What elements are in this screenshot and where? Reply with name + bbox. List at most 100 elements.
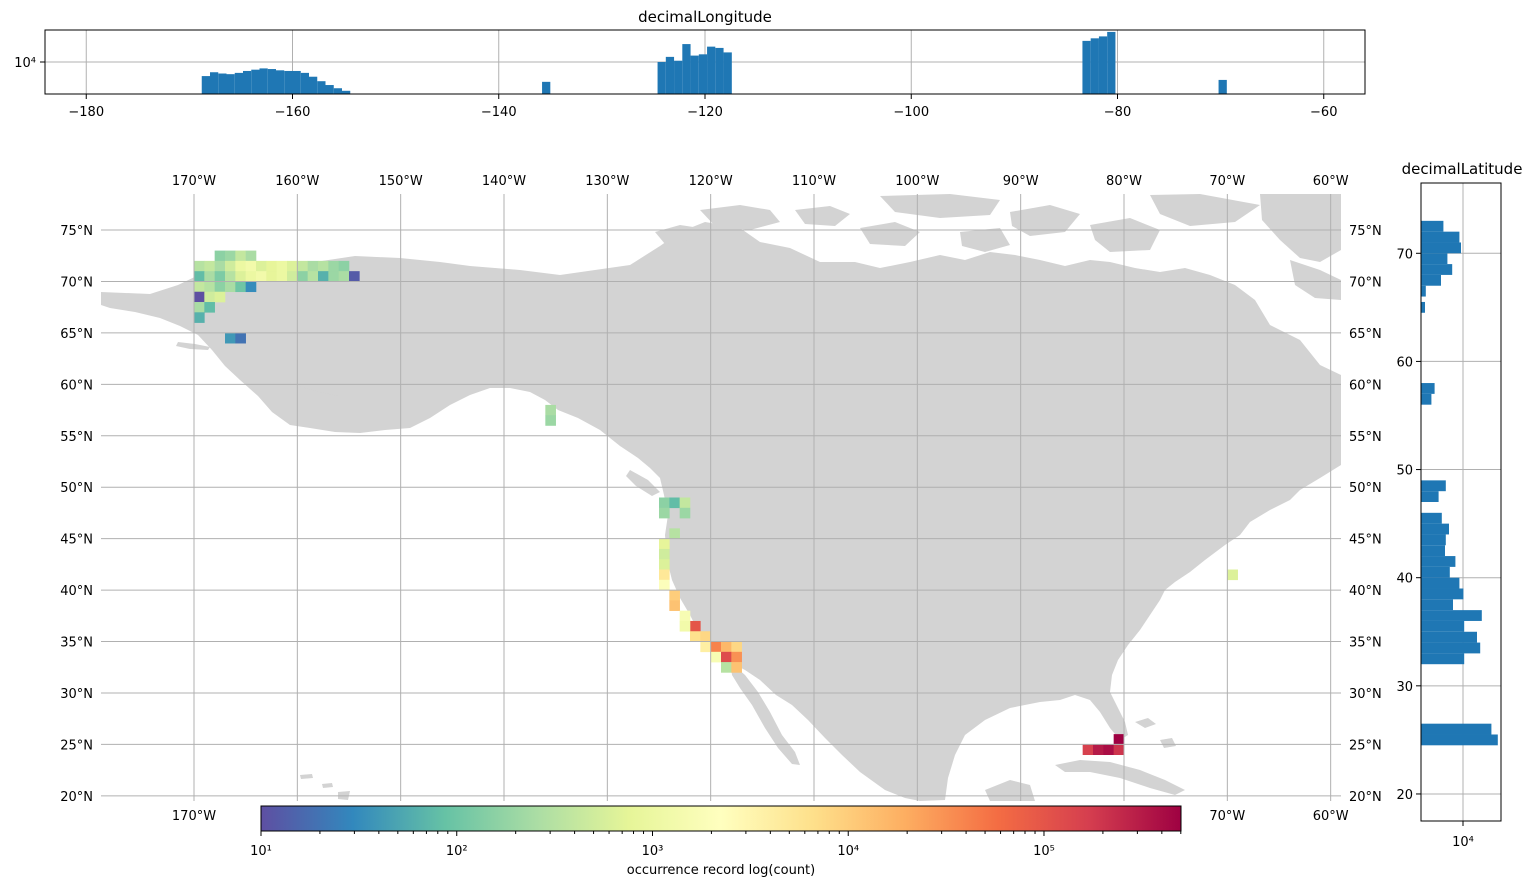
heatmap-cell [349,271,360,282]
colorbar-tick-label: 10⁵ [1033,844,1055,859]
heatmap-cell [204,271,215,282]
latitude-bar [1421,599,1453,611]
heatmap-cell [245,271,257,282]
heatmap-cell [214,281,226,293]
longitude-bar [309,76,318,94]
heatmap-cell [659,538,670,550]
longitude-bar [542,81,551,94]
map-gridlines [101,194,1341,801]
heatmap-cell [338,260,350,272]
longitude-bar [690,55,699,94]
heatmap-cell [194,302,205,313]
latitude-histogram-bars [1421,220,1498,746]
heatmap-cell [659,497,670,509]
heatmap-cell [669,590,680,601]
heatmap-cell [318,271,329,282]
longitude-bar [682,44,691,94]
map-lon-label-bottom: 60°W [1313,809,1349,824]
land-alaska-peninsula [240,372,380,410]
latitude-ytick-label: 50 [1396,464,1413,479]
map-lat-label-left: 20°N [60,790,93,805]
map-lon-label-top: 70°W [1209,174,1245,189]
longitude-bar [698,54,708,94]
heatmap-cell [194,312,205,323]
heatmap-cell [721,662,732,673]
map-lat-label-right: 45°N [1349,533,1382,548]
heatmap-cell [214,291,226,303]
map-lon-label-top: 160°W [275,174,319,189]
heatmap-cell [194,291,205,303]
latitude-bar [1421,631,1477,643]
heatmap-cell [266,271,277,282]
land-arctic-archipelago [655,194,1341,262]
latitude-bar [1421,653,1465,665]
land-aleutian-islands [176,342,236,358]
longitude-bar [674,60,683,94]
heatmap-cell [659,569,670,581]
heatmap-cell [338,271,350,282]
map-lat-label-right: 20°N [1349,790,1382,805]
colorbar-ticks: 10¹ 10² 10³ 10⁴ 10⁵ [250,831,1182,859]
heatmap-cell [690,620,701,632]
land-bahamas [1135,718,1176,748]
longitude-bar [657,62,666,94]
map-lat-label-left: 45°N [60,533,93,548]
heatmap-cell [287,260,298,272]
longitude-bar [284,70,293,94]
heatmap-cell [235,271,246,282]
heatmap-cell [1093,744,1104,756]
map-lat-label-right: 65°N [1349,327,1382,342]
latitude-ytick-label: 20 [1396,788,1413,803]
heatmap-cell [731,641,742,653]
map-lon-label-top: 150°W [379,174,423,189]
longitude-bar [1107,31,1116,95]
land-layer [101,194,1341,801]
latitude-bar [1421,274,1441,286]
heatmap-cell [297,271,308,282]
latitude-bar [1421,556,1456,567]
map-lat-label-right: 55°N [1349,430,1382,445]
heatmap-cell [700,631,711,642]
longitude-bar [1082,40,1091,94]
occurrence-map: 170°W 170°W 160°W 150°W 140°W 130°W 120°W 110°W… [60,174,1382,824]
land-greenland-edge [1290,260,1341,300]
map-lat-label-left: 25°N [60,738,93,753]
longitude-histogram-ytick-label: 10⁴ [14,56,36,71]
latitude-bar [1421,734,1498,746]
map-tick-labels: 170°W 170°W 160°W 150°W 140°W 130°W 120°W 110°W… [60,174,1382,824]
colorbar-tick-label: 10¹ [250,844,272,859]
heatmap-cells [194,250,1238,756]
heatmap-cell [669,497,680,509]
longitude-bar [665,56,675,94]
longitude-xtick-label: −160 [275,105,311,120]
longitude-histogram-bars [201,31,1227,95]
longitude-bar [201,76,210,94]
heatmap-cell [235,260,246,272]
latitude-bar [1421,480,1446,492]
heatmap-cell [235,281,246,293]
longitude-xtick-label: −140 [481,105,517,120]
map-lat-label-right: 60°N [1349,378,1382,393]
latitude-bar [1421,545,1445,557]
heatmap-cell [328,271,339,282]
map-lat-label-right: 30°N [1349,687,1382,702]
heatmap-cell [245,250,257,262]
land-yucatan [985,780,1035,801]
latitude-bar [1421,231,1460,243]
heatmap-cell [659,559,670,570]
heatmap-cell [659,507,670,519]
heatmap-cell [700,641,711,653]
longitude-bar [251,69,260,94]
colorbar-tick-label: 10⁴ [837,844,859,859]
longitude-bar [234,72,243,94]
longitude-bar [300,72,309,94]
land-hawaii-islets [300,774,350,800]
latitude-bar [1421,393,1432,405]
map-lat-label-right: 35°N [1349,636,1382,651]
map-lat-label-right: 70°N [1349,275,1382,290]
latitude-histogram-xtick-label: 10⁴ [1452,835,1474,850]
map-lat-label-left: 40°N [60,584,93,599]
longitude-xtick-label: −180 [68,105,104,120]
heatmap-cell [225,281,236,293]
longitude-bar [715,47,724,94]
